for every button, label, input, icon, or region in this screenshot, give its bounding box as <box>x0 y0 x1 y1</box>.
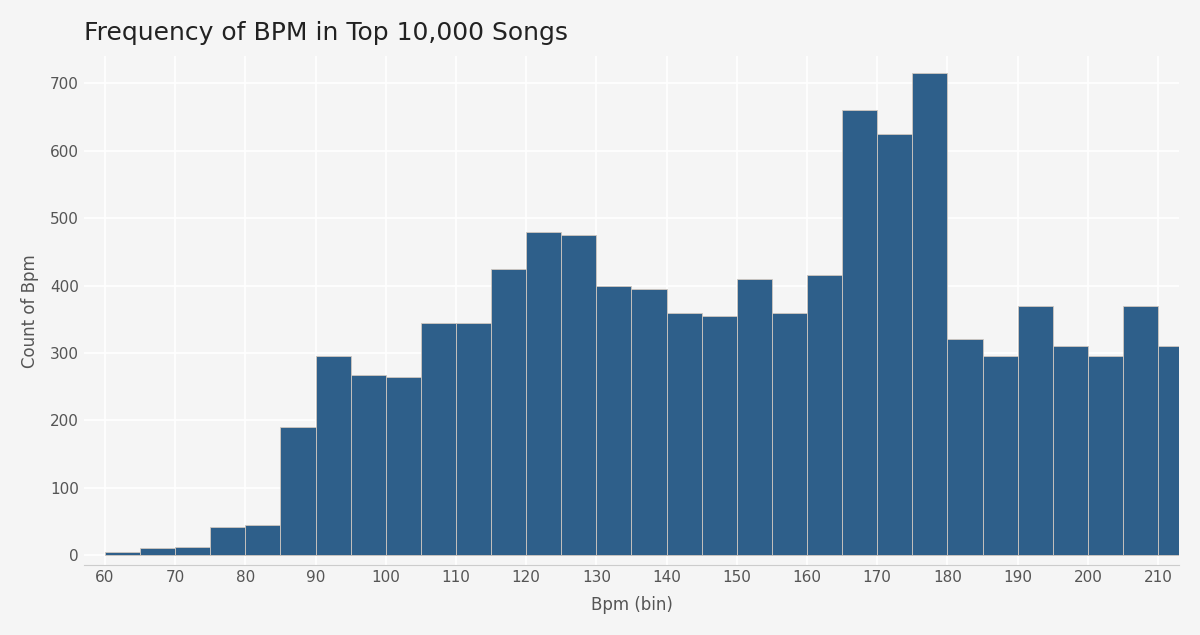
Bar <box>702 316 737 555</box>
Bar <box>948 340 983 555</box>
Bar <box>140 549 175 555</box>
Bar <box>1193 375 1200 555</box>
Bar <box>1088 356 1123 555</box>
Bar <box>316 356 350 555</box>
Bar <box>456 323 491 555</box>
Bar <box>245 525 281 555</box>
Bar <box>281 427 316 555</box>
Bar <box>1123 306 1158 555</box>
Bar <box>385 377 421 555</box>
Bar <box>666 312 702 555</box>
Bar <box>808 276 842 555</box>
Bar <box>983 356 1018 555</box>
Bar <box>1158 346 1193 555</box>
Bar <box>104 552 140 555</box>
Bar <box>842 110 877 555</box>
Y-axis label: Count of Bpm: Count of Bpm <box>20 254 38 368</box>
Bar <box>526 232 562 555</box>
Bar <box>562 235 596 555</box>
Bar <box>631 289 666 555</box>
Bar <box>912 74 948 555</box>
Bar <box>1018 306 1052 555</box>
Bar <box>421 323 456 555</box>
Bar <box>175 547 210 555</box>
Bar <box>772 312 808 555</box>
Bar <box>596 286 631 555</box>
Bar <box>350 375 385 555</box>
Bar <box>877 134 912 555</box>
X-axis label: Bpm (bin): Bpm (bin) <box>590 596 672 614</box>
Bar <box>210 527 245 555</box>
Bar <box>737 279 772 555</box>
Bar <box>491 269 526 555</box>
Bar <box>1052 346 1088 555</box>
Text: Frequency of BPM in Top 10,000 Songs: Frequency of BPM in Top 10,000 Songs <box>84 21 568 45</box>
